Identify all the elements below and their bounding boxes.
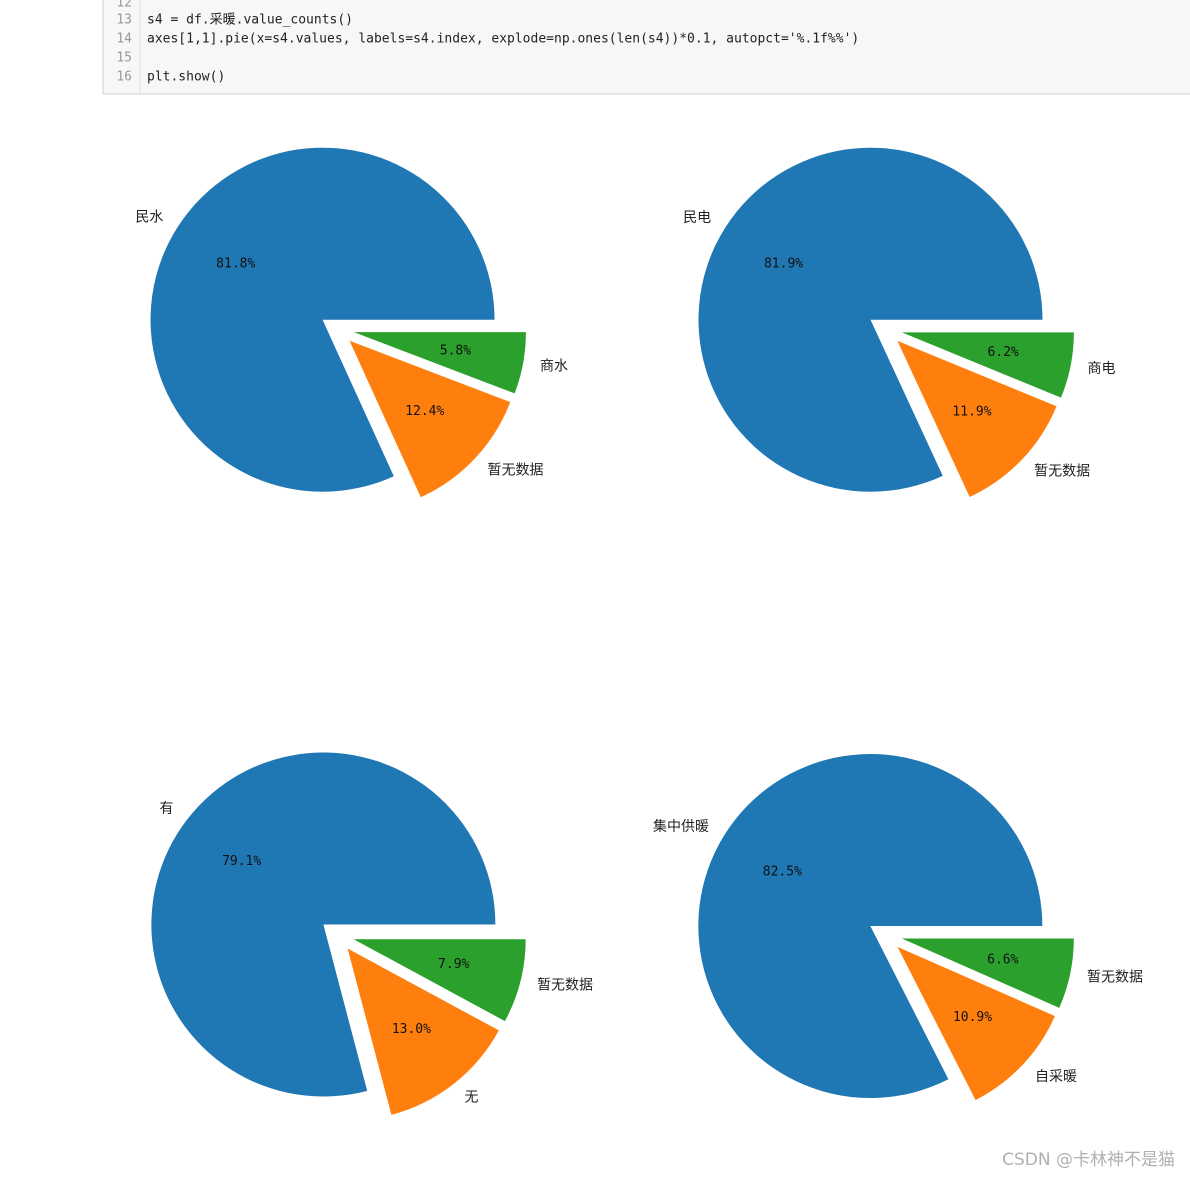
pie-slice (150, 147, 495, 492)
slice-label: 商水 (540, 358, 568, 374)
pie-slice (349, 340, 511, 498)
slice-label: 集中供暖 (653, 818, 709, 835)
pie-slice (897, 340, 1057, 497)
pie-slice (353, 332, 526, 394)
slice-label: 商电 (1087, 361, 1115, 377)
slice-label: 民水 (135, 209, 163, 225)
slice-label: 暂无数据 (1034, 464, 1090, 480)
pct-label: 82.5% (763, 865, 802, 880)
pie-slice (698, 147, 1043, 492)
line-number: 16 (116, 70, 132, 85)
pct-label: 81.8% (216, 256, 255, 271)
slice-label: 暂无数据 (537, 978, 593, 994)
code-line: s4 = df.采暖.value_counts() (147, 13, 353, 28)
pie-slice (151, 752, 496, 1097)
pie-slice (901, 332, 1074, 398)
slice-label: 民电 (683, 210, 711, 226)
line-number: 14 (116, 32, 132, 47)
pie-slice (897, 946, 1055, 1101)
pct-label: 11.9% (952, 405, 991, 420)
watermark: CSDN @卡林神不是猫 (1002, 1150, 1175, 1170)
slice-label: 自采暖 (1035, 1069, 1077, 1085)
pct-label: 5.8% (440, 343, 471, 358)
pct-label: 10.9% (953, 1010, 992, 1025)
pie-slice (901, 938, 1074, 1008)
slice-label: 暂无数据 (487, 462, 543, 478)
pie-slice (698, 754, 1043, 1099)
pie-slice (347, 948, 499, 1115)
code-line: axes[1,1].pie(x=s4.values, labels=s4.ind… (147, 32, 859, 47)
pct-label: 6.6% (987, 952, 1018, 967)
slice-label: 有 (160, 801, 174, 817)
line-number: 13 (116, 13, 132, 28)
pct-label: 6.2% (987, 345, 1018, 360)
code-cell[interactable] (102, 0, 1190, 95)
line-number: 15 (116, 51, 132, 66)
pct-label: 79.1% (222, 854, 261, 869)
code-line: plt.show() (147, 70, 225, 85)
slice-label: 无 (465, 1089, 479, 1105)
slice-label: 暂无数据 (1087, 969, 1143, 985)
pct-label: 12.4% (405, 404, 444, 419)
line-number: 12 (116, 0, 132, 11)
pie-slice (353, 939, 526, 1022)
pct-label: 7.9% (438, 957, 469, 972)
pct-label: 13.0% (392, 1022, 431, 1037)
pct-label: 81.9% (764, 257, 803, 272)
